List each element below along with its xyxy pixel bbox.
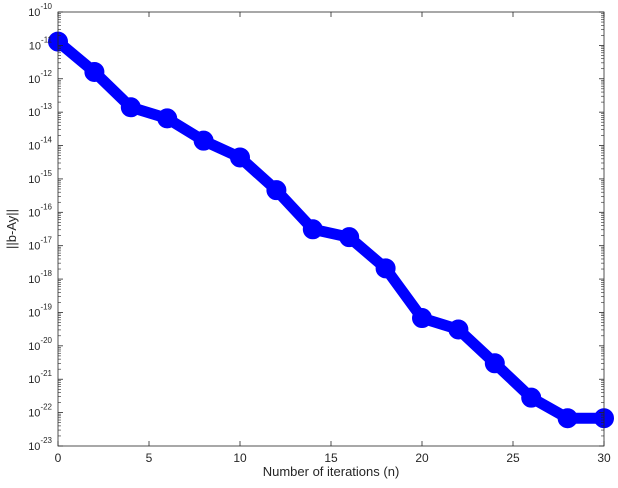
data-point-0-5 xyxy=(230,147,250,168)
x-tick-label-0: 0 xyxy=(55,451,62,465)
y-tick-label-7: 10-17 xyxy=(28,236,52,253)
x-tick-label-2: 10 xyxy=(233,451,247,465)
y-tick-label-1: 10-11 xyxy=(29,35,53,52)
data-point-0-12 xyxy=(484,353,505,374)
series-layer xyxy=(48,31,614,429)
y-tick-label-0: 10-10 xyxy=(28,2,52,19)
y-tick-label-2: 10-12 xyxy=(28,69,52,86)
y-tick-label-12: 10-22 xyxy=(28,403,52,420)
data-point-0-13 xyxy=(521,387,542,408)
data-point-0-6 xyxy=(266,180,287,201)
data-point-0-9 xyxy=(375,258,396,279)
y-tick-label-8: 10-18 xyxy=(28,269,52,286)
x-tick-label-5: 25 xyxy=(506,451,520,465)
y-tick-label-3: 10-13 xyxy=(28,102,52,119)
y-tick-label-13: 10-23 xyxy=(28,436,52,453)
ticks-layer: 0 5 10 15 20 25 30 10-10 10-11 10-12 10-13 10-14 10-… xyxy=(28,2,611,465)
x-axis-label: Number of iterations (n) xyxy=(263,464,400,479)
data-point-0-3 xyxy=(157,108,178,129)
y-tick-label-6: 10-16 xyxy=(28,202,52,219)
data-point-0-2 xyxy=(120,97,141,118)
y-tick-label-10: 10-20 xyxy=(28,336,52,353)
y-tick-label-5: 10-15 xyxy=(28,169,52,186)
y-tick-label-9: 10-19 xyxy=(28,302,52,319)
data-point-0-7 xyxy=(302,219,323,240)
x-tick-label-3: 15 xyxy=(324,451,338,465)
y-tick-label-4: 10-14 xyxy=(28,136,52,153)
x-tick-label-4: 20 xyxy=(415,451,429,465)
data-point-0-8 xyxy=(339,227,360,248)
data-point-0-10 xyxy=(412,308,432,329)
series-line-0 xyxy=(52,36,610,424)
y-tick-label-11: 10-21 xyxy=(28,369,52,386)
data-point-0-11 xyxy=(448,319,469,340)
y-axis-label: ||b-Ay|| xyxy=(4,209,19,249)
x-tick-label-1: 5 xyxy=(146,451,153,465)
data-point-0-1 xyxy=(84,61,105,82)
data-point-0-4 xyxy=(193,130,214,151)
data-point-0-14 xyxy=(557,408,578,429)
x-tick-label-6: 30 xyxy=(597,451,611,465)
